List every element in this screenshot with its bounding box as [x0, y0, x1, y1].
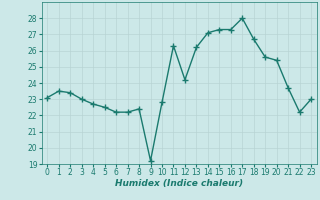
X-axis label: Humidex (Indice chaleur): Humidex (Indice chaleur) [115, 179, 243, 188]
